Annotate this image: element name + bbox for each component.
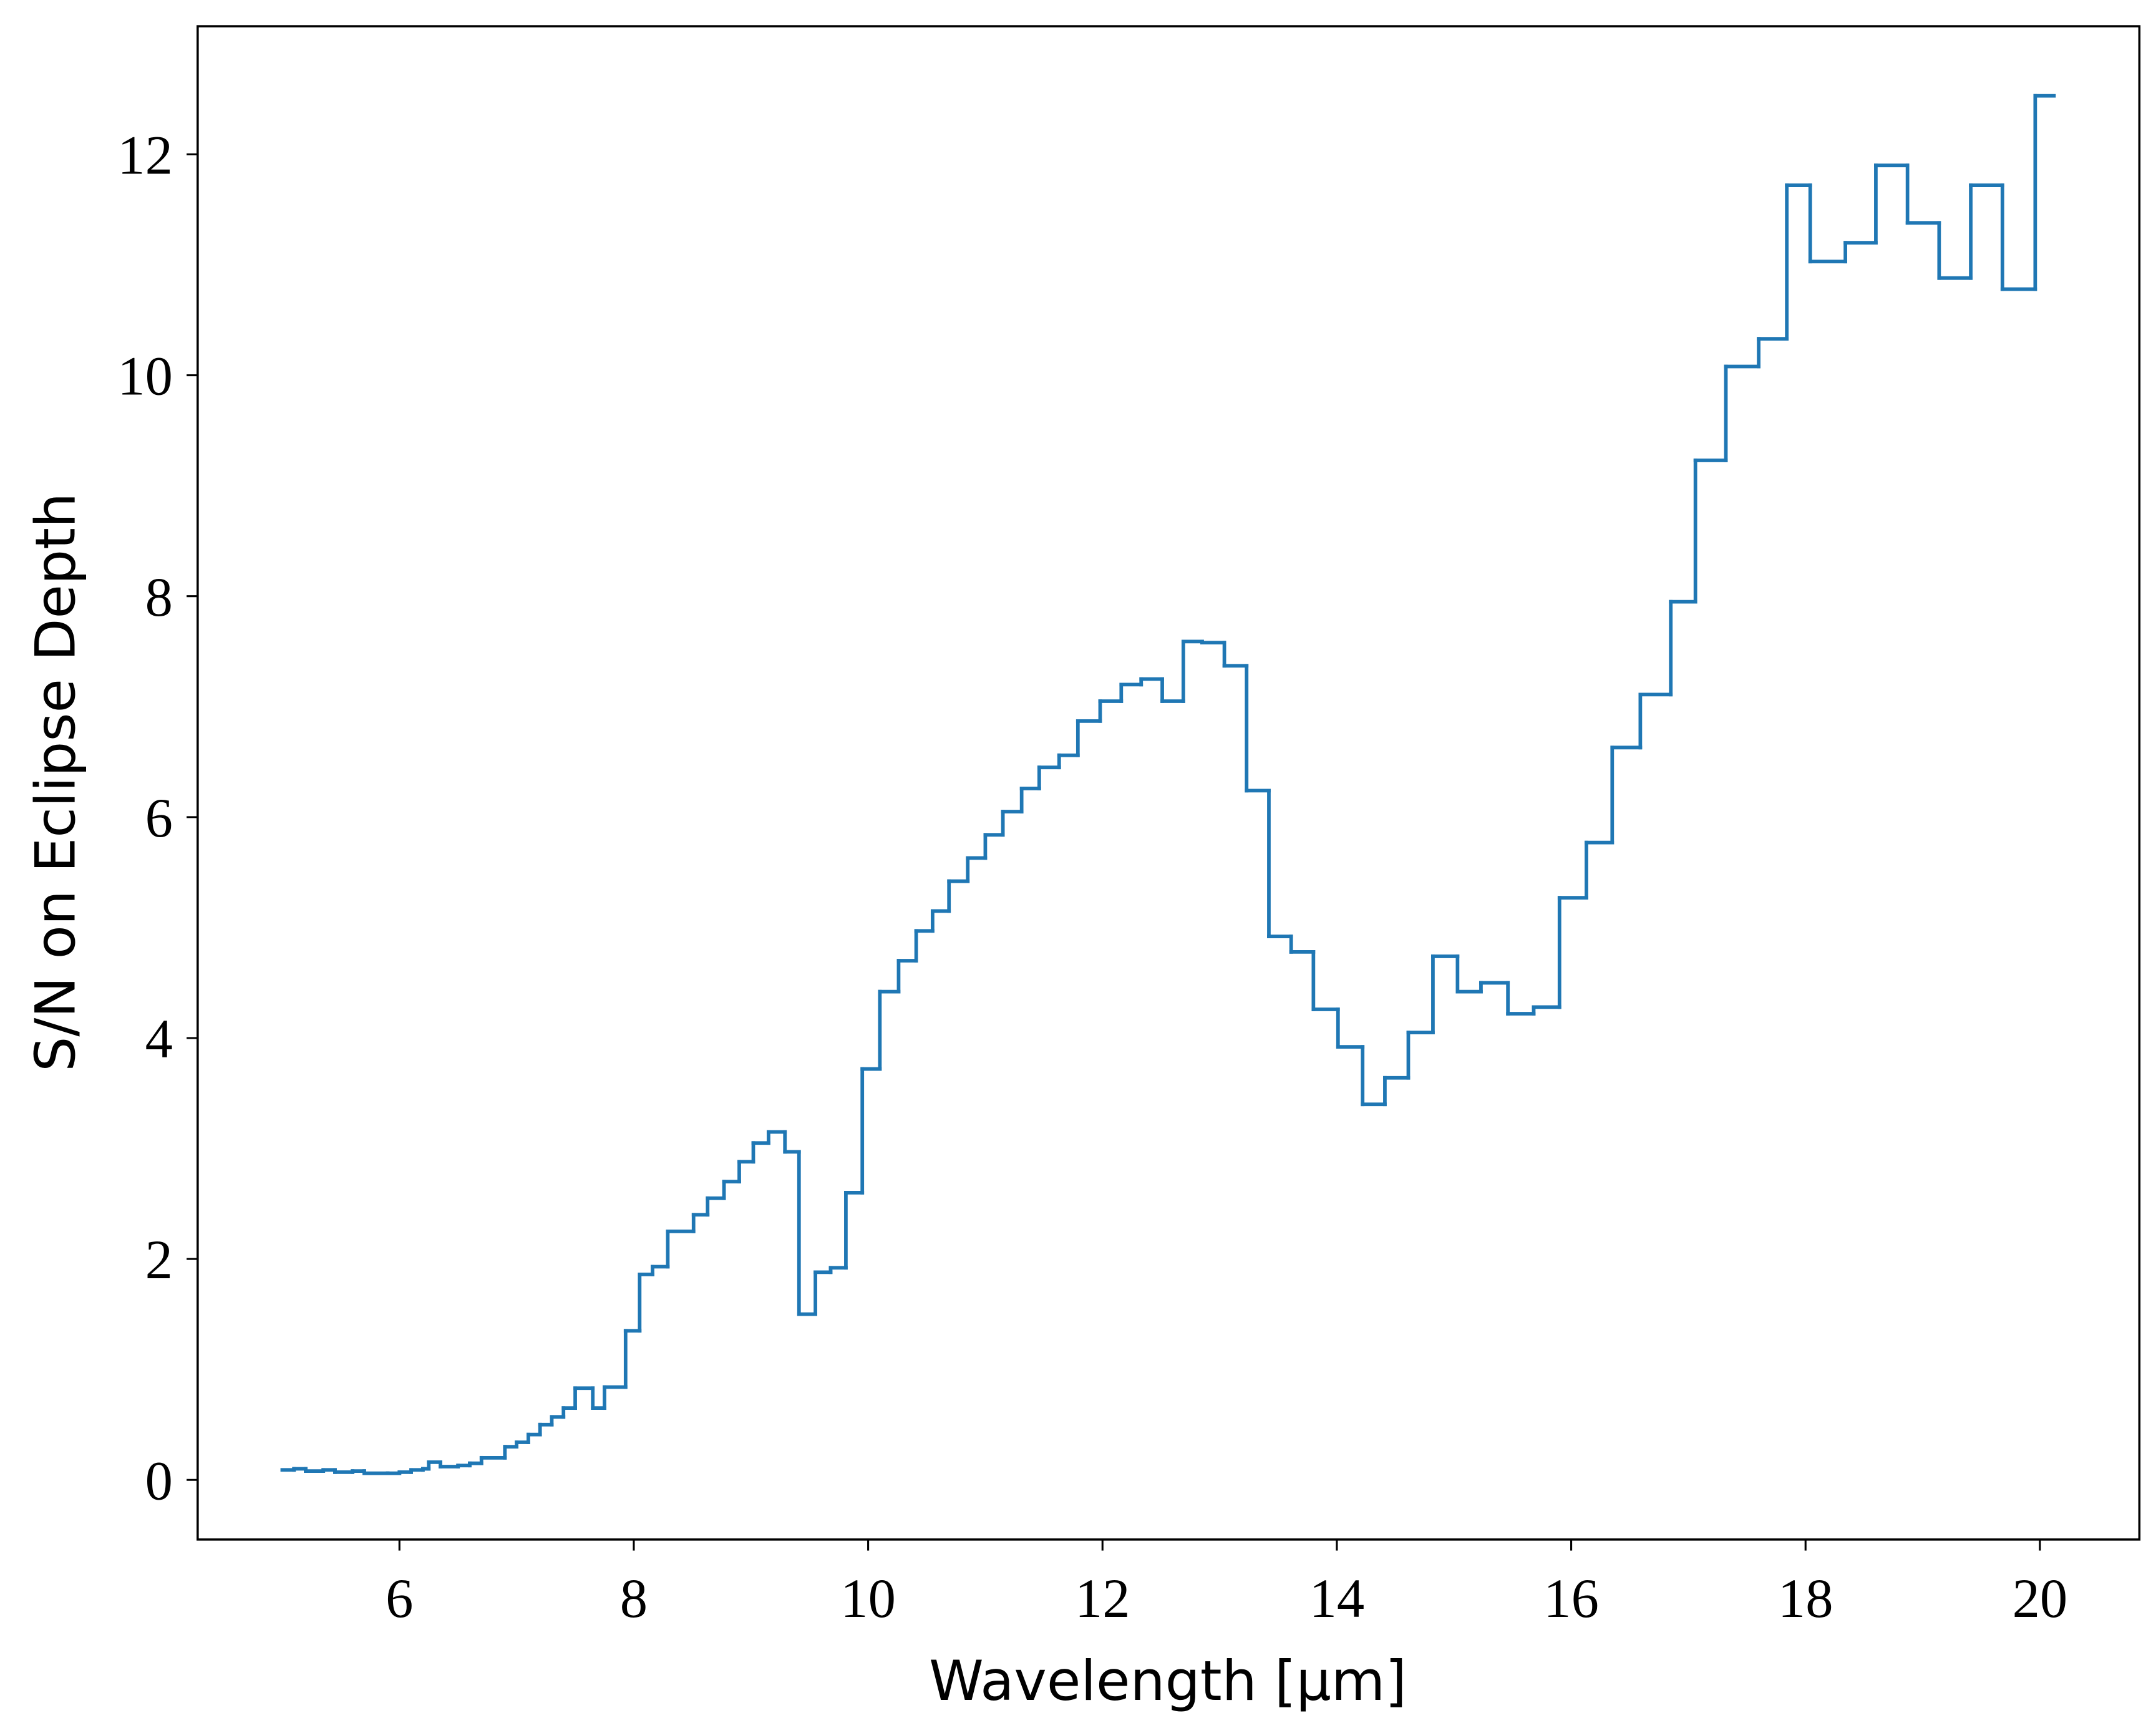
y-tick-label: 6	[145, 788, 173, 849]
x-tick-label: 14	[1309, 1568, 1365, 1629]
x-axis-label: Wavelength [μm]	[929, 1649, 1407, 1713]
y-tick-label: 4	[145, 1009, 173, 1070]
x-tick-label: 12	[1075, 1568, 1130, 1629]
x-tick-label: 8	[620, 1568, 648, 1629]
x-tick-label: 6	[386, 1568, 413, 1629]
plot-area	[280, 94, 2056, 1475]
y-tick-label: 12	[117, 125, 173, 186]
x-tick-label: 18	[1778, 1568, 1833, 1629]
x-tick-label: 16	[1543, 1568, 1599, 1629]
x-tick-label: 20	[2013, 1568, 2068, 1629]
y-tick-label: 2	[145, 1230, 173, 1291]
x-tick-label: 10	[840, 1568, 896, 1629]
y-tick-label: 8	[145, 567, 173, 628]
y-axis-label: S/N on Eclipse Depth	[24, 493, 88, 1072]
axes-frame	[197, 25, 2141, 1541]
y-tick-label: 0	[145, 1450, 173, 1512]
y-tick-label: 10	[117, 346, 173, 407]
